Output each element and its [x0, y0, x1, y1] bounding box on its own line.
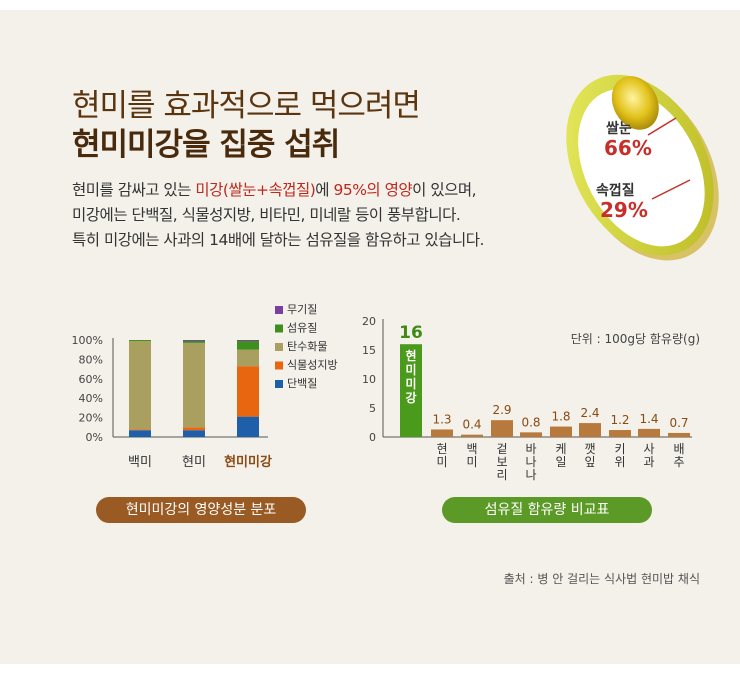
stacked-bar-segment: [237, 349, 259, 367]
stacked-bar-segment: [129, 429, 151, 431]
chart1-caption: 현미미강의 영양성분 분포: [96, 497, 306, 523]
title-line-1: 현미를 효과적으로 먹으려면: [72, 88, 421, 124]
stacked-bar-segment: [129, 340, 151, 430]
fiber-bar: [520, 432, 542, 437]
y-tick-label: 15: [362, 344, 376, 357]
legend-swatch: [275, 343, 283, 351]
stacked-bar-segment: [183, 342, 205, 428]
legend-label: 무기질: [287, 303, 317, 316]
stacked-bar-segment: [183, 430, 205, 437]
title-line-2: 현미미강을 집중 섭취: [72, 127, 340, 163]
data-label: 0.8: [521, 415, 540, 429]
data-label: 0.7: [669, 416, 688, 430]
desc-text: 에: [315, 181, 334, 199]
legend-label: 식물성지방: [287, 359, 338, 372]
fiber-bar: [638, 428, 660, 437]
y-tick-label: 40%: [79, 392, 103, 405]
y-tick-label: 5: [369, 402, 376, 415]
data-label: 1.8: [551, 410, 570, 424]
stacked-bar-segment: [237, 340, 259, 341]
legend-swatch: [275, 361, 283, 370]
chart2-caption: 섬유질 함유량 비교표: [442, 497, 652, 523]
data-label: 1.2: [610, 413, 629, 427]
stacked-bar-segment: [237, 416, 259, 437]
y-tick-label: 0%: [86, 431, 103, 444]
desc-highlight: 미강(쌀눈+속껍질): [195, 181, 316, 199]
legend-label: 섬유질: [287, 322, 317, 335]
description-line-2: 미강에는 단백질, 식물성지방, 비타민, 미네랄 등이 풍부합니다.: [72, 206, 461, 224]
y-tick-label: 80%: [79, 353, 103, 366]
y-tick-label: 0: [369, 431, 376, 444]
stacked-bar-segment: [237, 366, 259, 417]
fiber-bar: [461, 434, 483, 437]
data-label: 16: [399, 323, 423, 343]
fiber-bar: [550, 426, 572, 437]
x-tick-label: 현미: [182, 455, 206, 470]
x-tick-label: 백미: [128, 455, 152, 470]
fiber-bar: [668, 432, 690, 437]
data-label: 1.3: [432, 412, 451, 426]
fiber-bar: [491, 420, 513, 437]
legend-label: 단백질: [287, 377, 317, 390]
stacked-bar-segment: [129, 430, 151, 437]
bran-value: 29%: [600, 198, 648, 222]
x-tick-label: 현미미강: [224, 454, 272, 470]
desc-text: 현미를 감싸고 있는: [72, 181, 196, 199]
fiber-bar: [431, 429, 453, 437]
legend-swatch: [275, 306, 283, 314]
desc-highlight: 95%의 영양: [333, 181, 413, 199]
stacked-bar-segment: [183, 340, 205, 341]
desc-text: 이 있으며,: [412, 181, 477, 199]
fiber-bar: [400, 344, 422, 437]
y-tick-label: 20: [362, 315, 376, 328]
fiber-bar: [579, 423, 601, 437]
unit-label: 단위 : 100g당 함유량(g): [571, 332, 700, 346]
germ-value: 66%: [604, 136, 652, 160]
stacked-bar-segment: [237, 340, 259, 350]
stacked-bar-segment: [183, 340, 205, 343]
legend-swatch: [275, 324, 283, 333]
source-note: 출처 : 병 안 걸리는 식사법 현미밥 채식: [503, 572, 700, 586]
y-tick-label: 20%: [79, 412, 103, 425]
stacked-bar-segment: [129, 340, 151, 341]
data-label: 2.4: [580, 406, 599, 420]
legend-swatch: [275, 380, 283, 388]
y-tick-label: 10: [362, 373, 376, 386]
description-line-1: 현미를 감싸고 있는 미강(쌀눈+속껍질)에 95%의 영양이 있으며,: [72, 178, 484, 203]
data-label: 0.4: [462, 418, 481, 432]
fiber-bar: [609, 430, 631, 437]
y-tick-label: 60%: [79, 373, 103, 386]
data-label: 1.4: [639, 412, 658, 426]
description: 현미를 감싸고 있는 미강(쌀눈+속껍질)에 95%의 영양이 있으며, 미강에…: [72, 178, 484, 253]
y-tick-label: 100%: [72, 334, 103, 347]
germ-label: 쌀눈: [606, 121, 632, 137]
description-line-3: 특히 미강에는 사과의 14배에 달하는 섬유질을 함유하고 있습니다.: [72, 231, 484, 249]
data-label: 2.9: [492, 403, 511, 417]
stacked-bar-segment: [183, 427, 205, 431]
legend-label: 탄수화물: [287, 340, 327, 353]
bran-label: 속껍질: [596, 183, 635, 199]
